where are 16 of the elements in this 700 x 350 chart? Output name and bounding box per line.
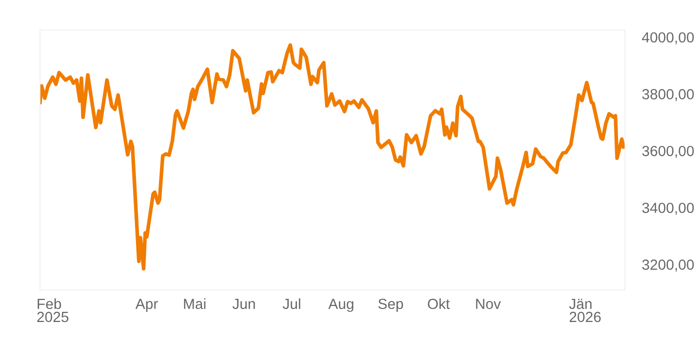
y-tick-label: 3600,00	[642, 146, 694, 158]
y-tick-label: 3200,00	[642, 260, 694, 272]
x-tick-label: Okt	[428, 298, 450, 310]
x-tick-label: Nov	[476, 298, 501, 310]
x-tick-label: Sep	[378, 298, 404, 312]
y-tick-label: 3400,00	[642, 202, 694, 215]
x-tick-label: Feb 2025	[37, 298, 68, 322]
line-series	[40, 43, 625, 270]
y-tick-label: 3800,00	[642, 89, 694, 102]
x-tick-label: Jun	[232, 298, 255, 310]
x-tick-label: Aug	[328, 298, 354, 312]
y-tick-label: 4000,00	[642, 32, 694, 44]
x-tick-label: Jän 2026	[569, 298, 601, 322]
x-tick-label: Mai	[184, 298, 206, 310]
x-tick-label: Jul	[282, 298, 300, 310]
x-tick-label: Apr	[135, 298, 158, 312]
